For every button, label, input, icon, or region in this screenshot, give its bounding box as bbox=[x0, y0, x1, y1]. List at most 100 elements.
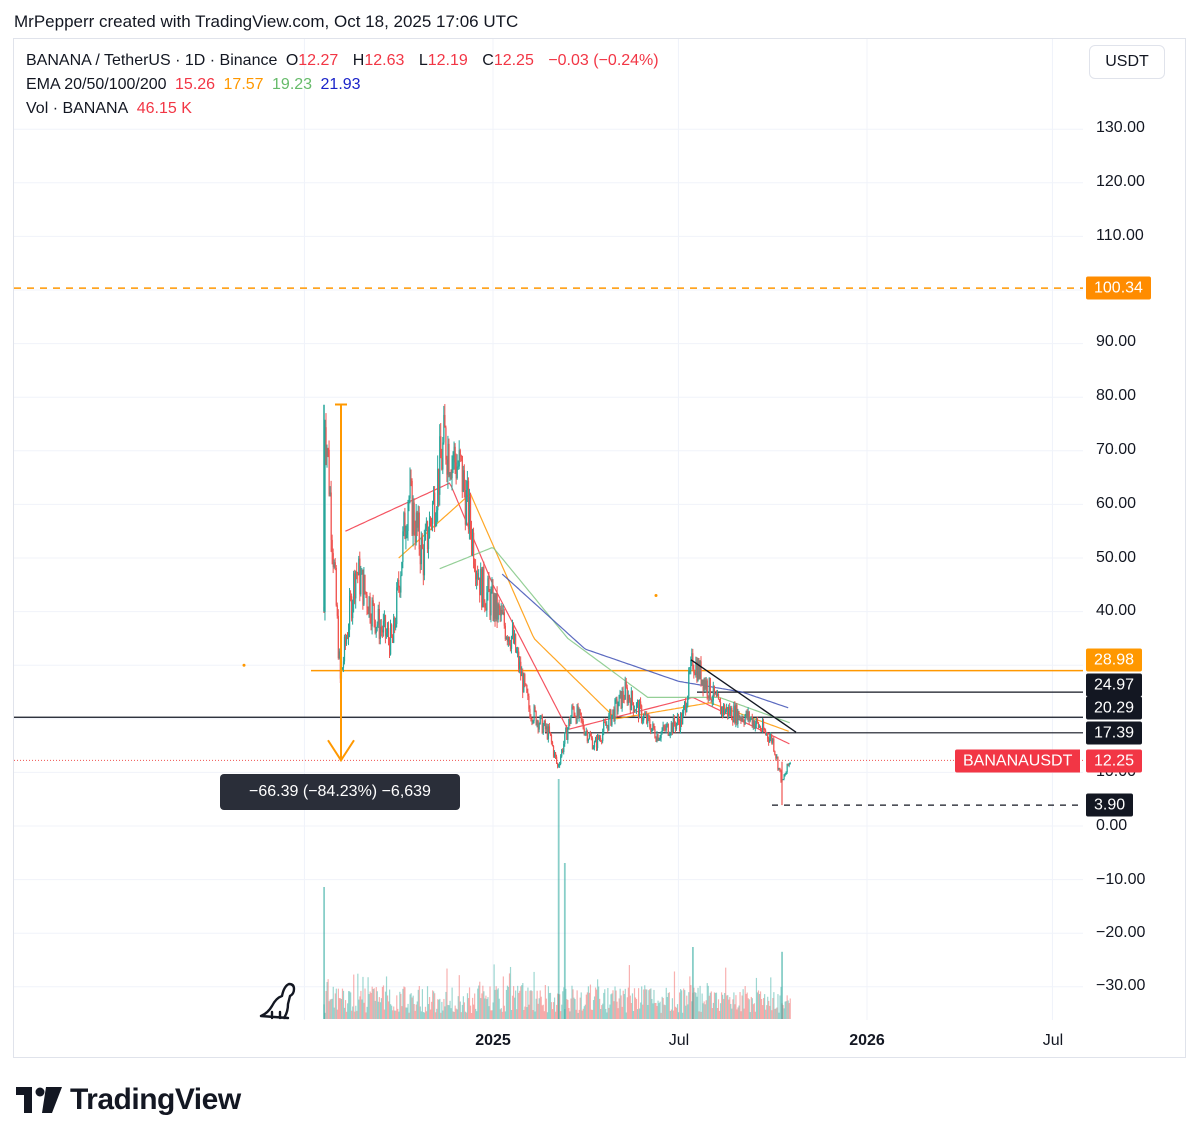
volume-bar bbox=[696, 996, 698, 1019]
candle-body bbox=[733, 705, 735, 723]
candle-body bbox=[353, 573, 355, 604]
candle-body bbox=[487, 578, 489, 593]
measure-arrow-head bbox=[327, 739, 355, 763]
volume-bar bbox=[359, 996, 361, 1019]
candle-body bbox=[541, 715, 543, 734]
candle-body bbox=[751, 716, 753, 727]
candle-body bbox=[548, 726, 551, 732]
candle-body bbox=[579, 709, 581, 713]
candle-body bbox=[728, 707, 730, 716]
volume-bar bbox=[625, 1012, 627, 1019]
volume-bar bbox=[490, 1010, 492, 1019]
volume-bar bbox=[739, 992, 741, 1019]
volume-bar bbox=[695, 992, 697, 1019]
candle-body bbox=[627, 695, 629, 704]
volume-bar bbox=[689, 976, 691, 1019]
volume-bar bbox=[674, 1006, 677, 1019]
last-price-tag[interactable]: 12.25 bbox=[1086, 749, 1143, 773]
volume-bar bbox=[710, 991, 712, 1019]
volume-bar bbox=[536, 990, 538, 1019]
volume-bar bbox=[589, 984, 592, 1019]
price-tag-100[interactable]: 100.34 bbox=[1086, 276, 1151, 300]
candle-body bbox=[621, 691, 623, 709]
ema-legend[interactable]: EMA 20/50/100/200 15.26 17.57 19.23 21.9… bbox=[26, 76, 365, 94]
candle-body bbox=[475, 569, 477, 580]
volume-bar bbox=[785, 1001, 787, 1019]
volume-legend[interactable]: Vol · BANANA 46.15 K bbox=[26, 100, 196, 118]
y-tick-label: −30.00 bbox=[1096, 977, 1146, 994]
price-tag-4[interactable]: 3.90 bbox=[1086, 793, 1134, 817]
volume-bar bbox=[583, 1006, 585, 1019]
volume-bar bbox=[462, 996, 464, 1019]
candle-body bbox=[396, 587, 398, 624]
volume-bar bbox=[572, 989, 574, 1019]
volume-bar bbox=[658, 1003, 660, 1019]
volume-bar bbox=[761, 1005, 764, 1019]
volume-bar bbox=[542, 1004, 544, 1019]
volume-bar bbox=[635, 998, 638, 1019]
symbol-price-tag[interactable]: BANANAUSDT bbox=[955, 749, 1081, 773]
volume-bar bbox=[508, 973, 511, 1019]
measure-tooltip: −66.39 (−84.23%) −6,639 bbox=[220, 774, 460, 810]
volume-bar bbox=[487, 997, 489, 1019]
volume-bar bbox=[617, 1008, 619, 1019]
candle-body bbox=[477, 573, 479, 580]
volume-bar bbox=[772, 998, 774, 1019]
volume-bar bbox=[465, 1012, 468, 1019]
volume-bar bbox=[544, 985, 546, 1019]
volume-bar bbox=[516, 1009, 518, 1019]
candle-body bbox=[666, 723, 668, 726]
price-tag-17[interactable]: 17.39 bbox=[1086, 721, 1143, 745]
price-tag-29[interactable]: 28.98 bbox=[1086, 648, 1143, 672]
volume-bar bbox=[520, 986, 522, 1019]
volume-bar bbox=[571, 985, 573, 1019]
volume-bar bbox=[552, 1002, 555, 1019]
candle-body bbox=[465, 490, 468, 525]
candle-body bbox=[571, 706, 573, 717]
candle-body bbox=[575, 716, 577, 724]
candle-body bbox=[455, 462, 457, 479]
candle-body bbox=[405, 534, 407, 539]
candle-body bbox=[695, 662, 697, 675]
chart-frame[interactable] bbox=[13, 38, 1186, 1058]
candle-body bbox=[494, 595, 496, 619]
symbol-name[interactable]: BANANA / TetherUS · 1D · Binance bbox=[26, 52, 278, 69]
candle-body bbox=[775, 754, 777, 759]
candle-body bbox=[383, 615, 386, 621]
candle-body bbox=[373, 603, 375, 621]
candle-body bbox=[671, 722, 674, 732]
candle-body bbox=[422, 548, 425, 576]
volume-bar bbox=[612, 990, 614, 1019]
volume-bar bbox=[469, 1005, 472, 1019]
price-tag-25[interactable]: 24.97 bbox=[1086, 673, 1143, 697]
volume-bar bbox=[632, 1010, 635, 1019]
tradingview-logo[interactable]: TradingView bbox=[16, 1083, 241, 1117]
candle-body bbox=[680, 714, 682, 730]
currency-button[interactable]: USDT bbox=[1089, 45, 1165, 79]
candle-body bbox=[397, 579, 399, 588]
symbol-legend[interactable]: BANANA / TetherUS · 1D · Binance O12.27 … bbox=[26, 52, 663, 70]
volume-bar bbox=[731, 1008, 733, 1019]
candle-body bbox=[740, 717, 742, 720]
candle-body bbox=[736, 704, 738, 724]
candle-body bbox=[389, 639, 391, 655]
volume-bar bbox=[690, 985, 692, 1019]
candle-body bbox=[502, 612, 504, 615]
volume-bar bbox=[438, 999, 440, 1019]
candle-body bbox=[368, 596, 370, 615]
candle-body bbox=[327, 448, 329, 450]
candle-body bbox=[424, 528, 427, 540]
volume-bar bbox=[557, 779, 560, 1019]
candle-body bbox=[362, 569, 364, 605]
volume-bar bbox=[424, 1006, 427, 1019]
price-tag-20[interactable]: 20.29 bbox=[1086, 696, 1143, 720]
volume-bar bbox=[476, 1011, 478, 1019]
candle-body bbox=[529, 708, 531, 718]
candle-body bbox=[660, 732, 662, 739]
volume-bar bbox=[501, 1011, 503, 1019]
candle-body bbox=[614, 699, 616, 721]
candle-body bbox=[374, 620, 376, 633]
candle-body bbox=[336, 605, 338, 616]
candle-body bbox=[329, 492, 331, 495]
